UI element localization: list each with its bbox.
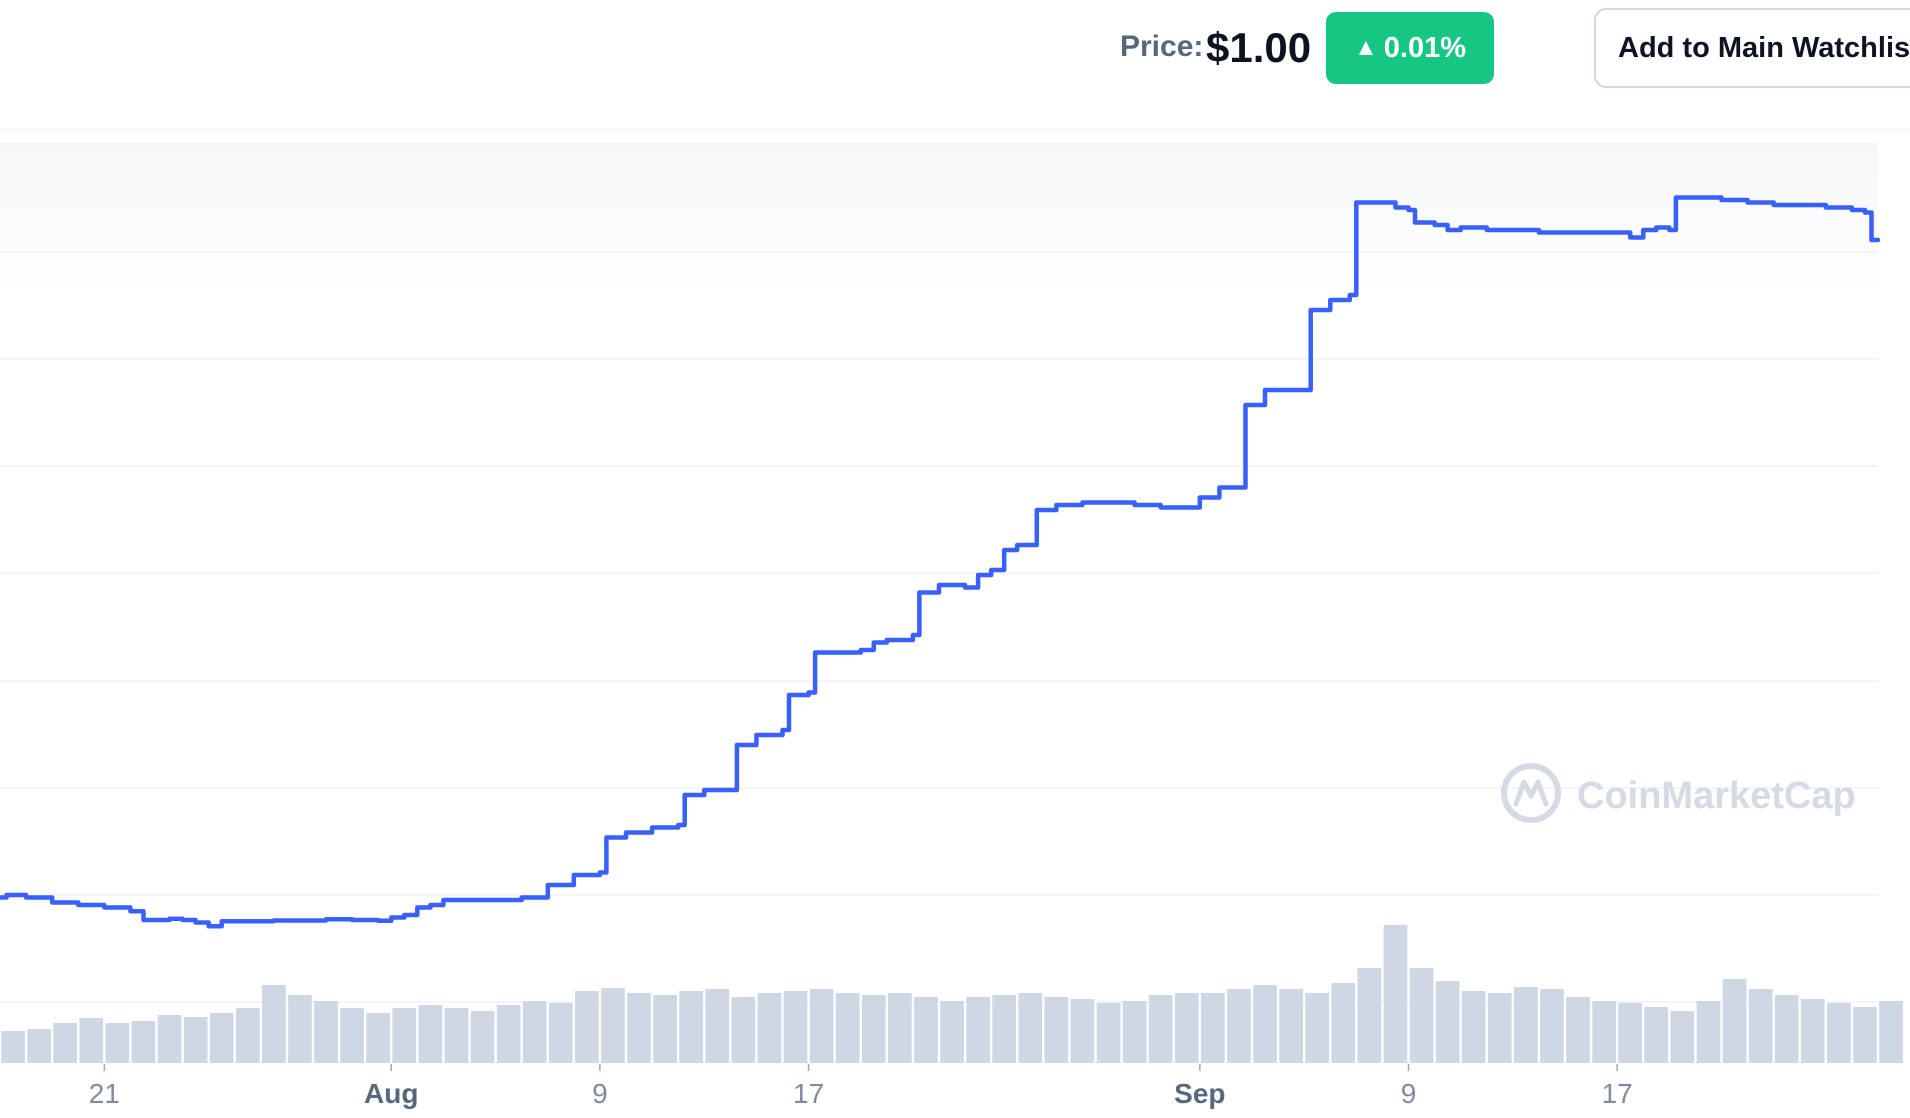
volume-bar <box>888 993 912 1063</box>
volume-bar <box>992 995 1016 1063</box>
volume-bar <box>914 997 938 1063</box>
chart-gridlines <box>0 143 1878 1003</box>
price-value: $1.00 <box>1206 24 1312 71</box>
volume-bar <box>1853 1007 1877 1063</box>
volume-bar <box>1018 993 1043 1063</box>
volume-bar <box>183 1017 208 1063</box>
volume-bar <box>1592 1001 1616 1063</box>
volume-bar <box>105 1023 130 1063</box>
volume-bar <box>522 1001 547 1063</box>
volume-bar <box>783 991 808 1063</box>
chart-background <box>0 144 1878 294</box>
volume-bar <box>1540 989 1564 1063</box>
volume-bar <box>1253 985 1277 1063</box>
price-chart-area[interactable]: CoinMarketCap 21 Aug 9 17 Sep 9 17 <box>0 128 1910 1113</box>
price-label: Price: <box>1120 30 1204 63</box>
add-to-watchlist-button[interactable]: Add to Main Watchlist <box>1594 8 1910 88</box>
volume-bar <box>1279 989 1303 1063</box>
volume-bar <box>1383 925 1408 1063</box>
volume-bar <box>1227 989 1251 1063</box>
volume-bar <box>1514 987 1538 1063</box>
volume-bar <box>1461 991 1486 1063</box>
volume-bar <box>653 995 677 1063</box>
volume-bar <box>1 1031 25 1063</box>
volume-bar <box>1070 999 1095 1063</box>
volume-bar <box>548 1003 573 1063</box>
volume-bar <box>1174 993 1199 1063</box>
volume-bar <box>209 1013 234 1063</box>
volume-bar <box>131 1021 156 1063</box>
volume-bar <box>366 1013 390 1063</box>
x-tick-label: Aug <box>364 1078 418 1109</box>
x-axis-ticks <box>103 1064 1618 1071</box>
volume-bar <box>1357 968 1382 1063</box>
volume-bar <box>1748 989 1773 1063</box>
volume-bar <box>1201 993 1225 1063</box>
volume-bar <box>1722 979 1747 1063</box>
volume-bar <box>705 989 730 1063</box>
price-change-badge: ▲ 0.01% <box>1326 12 1494 84</box>
volume-bar <box>496 1005 521 1063</box>
volume-bar <box>679 991 703 1063</box>
volume-bar <box>601 988 625 1063</box>
volume-bar <box>1644 1007 1669 1063</box>
volume-bar <box>235 1008 260 1063</box>
volume-bar <box>1879 1001 1903 1063</box>
volume-bar <box>79 1018 104 1063</box>
volume-bar <box>1487 993 1512 1063</box>
volume-bar <box>288 995 312 1063</box>
volume-bar <box>470 1011 495 1063</box>
volume-bar <box>444 1008 469 1063</box>
volume-bar <box>1305 993 1329 1063</box>
volume-bar <box>1331 983 1356 1063</box>
volume-bar <box>835 993 860 1063</box>
volume-bar <box>262 985 286 1063</box>
volume-bar <box>757 993 782 1063</box>
volume-bar <box>1696 1001 1721 1063</box>
volume-bar <box>1800 999 1825 1063</box>
price-change-value: 0.01% <box>1383 31 1466 64</box>
watermark-text: CoinMarketCap <box>1577 775 1856 817</box>
volume-bar <box>809 989 834 1063</box>
x-tick-label: Sep <box>1174 1078 1225 1109</box>
x-tick-label: 21 <box>89 1078 120 1109</box>
volume-bar <box>1774 995 1799 1063</box>
coinmarketcap-logo-icon <box>1501 763 1561 823</box>
x-axis-labels: 21 Aug 9 17 Sep 9 17 <box>89 1078 1633 1109</box>
volume-bar <box>940 1001 964 1063</box>
price-chart[interactable]: CoinMarketCap 21 Aug 9 17 Sep 9 17 <box>0 128 1910 1113</box>
volume-bar <box>340 1008 364 1063</box>
volume-bar <box>966 997 990 1063</box>
volume-bar <box>157 1015 182 1063</box>
coinmarketcap-watermark: CoinMarketCap <box>1501 763 1856 823</box>
volume-bar <box>53 1023 77 1063</box>
x-tick-label: 17 <box>793 1078 824 1109</box>
volume-bar <box>1044 997 1069 1063</box>
volume-bar <box>861 995 886 1063</box>
volume-bar <box>1618 1003 1642 1063</box>
volume-bar <box>1566 997 1590 1063</box>
volume-bar <box>1148 995 1173 1063</box>
volume-bar <box>314 1001 338 1063</box>
volume-bar <box>392 1008 417 1063</box>
volume-bar <box>1096 1003 1121 1063</box>
volume-bar <box>731 997 756 1063</box>
volume-bar <box>575 991 599 1063</box>
volume-bar <box>1670 1011 1695 1063</box>
volume-bar <box>1122 1001 1147 1063</box>
triangle-up-icon: ▲ <box>1354 34 1378 61</box>
volume-bars <box>1 925 1903 1063</box>
volume-bar <box>1409 968 1434 1063</box>
volume-bar <box>27 1029 51 1063</box>
volume-bar <box>627 993 651 1063</box>
price-line <box>0 195 1881 929</box>
volume-bar <box>418 1005 443 1063</box>
x-tick-label: 9 <box>1401 1078 1417 1109</box>
x-tick-label: 9 <box>592 1078 608 1109</box>
price-header: Price: $1.00 ▲ 0.01% Add to Main Watchli… <box>0 0 1910 128</box>
volume-bar <box>1435 981 1460 1063</box>
volume-bar <box>1827 1003 1851 1063</box>
x-tick-label: 17 <box>1602 1078 1633 1109</box>
